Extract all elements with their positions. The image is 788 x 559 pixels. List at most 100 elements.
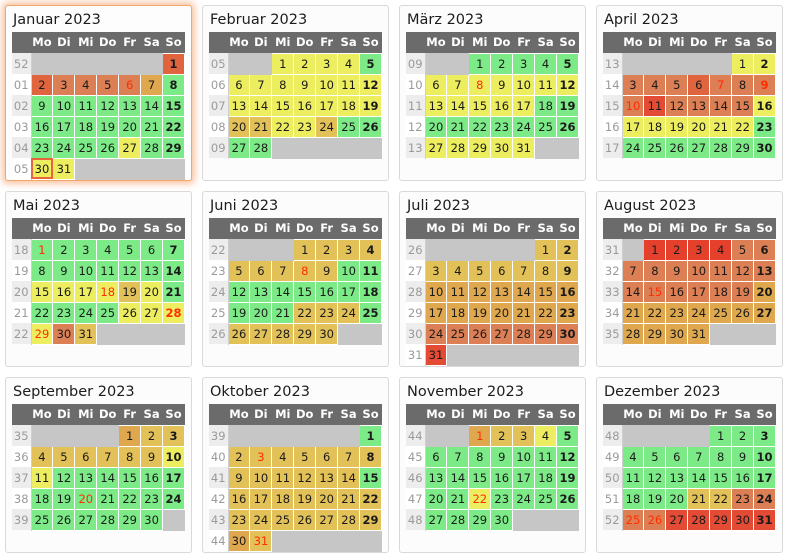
- month-panel[interactable]: Dezember 2023 Mo Di Mi Do Fr Sa So 48 1 2 3 49 4 5 6 7 8 9…: [596, 377, 783, 553]
- day-cell[interactable]: 20: [315, 487, 339, 510]
- day-cell[interactable]: 19: [665, 115, 689, 138]
- day-cell[interactable]: 11: [534, 73, 558, 96]
- day-cell[interactable]: 21: [446, 115, 470, 138]
- day-cell[interactable]: 13: [687, 94, 711, 117]
- day-cell[interactable]: 19: [96, 115, 120, 138]
- day-cell[interactable]: 18: [96, 280, 120, 303]
- day-cell[interactable]: 13: [424, 466, 448, 489]
- day-cell[interactable]: 20: [424, 115, 448, 138]
- day-cell[interactable]: 8: [731, 73, 755, 96]
- day-cell[interactable]: 13: [249, 280, 273, 303]
- day-cell[interactable]: 19: [227, 301, 251, 324]
- day-cell[interactable]: 2: [315, 238, 339, 261]
- day-cell[interactable]: 1: [271, 52, 295, 75]
- day-cell[interactable]: 23: [227, 508, 251, 531]
- day-cell[interactable]: 13: [424, 94, 448, 117]
- day-cell[interactable]: 1: [162, 52, 185, 75]
- day-cell[interactable]: 18: [446, 301, 470, 324]
- day-cell[interactable]: 26: [643, 508, 667, 531]
- month-panel[interactable]: Januar 2023 Mo Di Mi Do Fr Sa So 52 1 01 2 3 4 5 6 7 8 02 9…: [5, 5, 192, 181]
- day-cell[interactable]: 6: [424, 445, 448, 468]
- day-cell[interactable]: 16: [731, 466, 755, 489]
- day-cell[interactable]: 30: [731, 508, 755, 531]
- day-cell[interactable]: 15: [118, 466, 142, 489]
- day-cell[interactable]: 12: [556, 445, 579, 468]
- day-cell[interactable]: 2: [490, 52, 514, 75]
- day-cell[interactable]: 11: [74, 94, 98, 117]
- day-cell[interactable]: 25: [534, 487, 558, 510]
- day-cell[interactable]: 16: [490, 94, 514, 117]
- day-cell[interactable]: 19: [556, 466, 579, 489]
- day-cell[interactable]: 15: [709, 466, 733, 489]
- day-cell[interactable]: 4: [621, 445, 645, 468]
- day-cell[interactable]: 27: [687, 136, 711, 159]
- day-cell[interactable]: 8: [709, 445, 733, 468]
- day-cell[interactable]: 21: [446, 487, 470, 510]
- day-cell[interactable]: 16: [227, 487, 251, 510]
- day-cell[interactable]: 16: [665, 280, 689, 303]
- day-cell[interactable]: 13: [665, 466, 689, 489]
- day-cell[interactable]: 6: [424, 73, 448, 96]
- day-cell[interactable]: 18: [30, 487, 54, 510]
- day-cell[interactable]: 23: [52, 301, 76, 324]
- day-cell[interactable]: 29: [534, 322, 558, 345]
- day-cell[interactable]: 3: [753, 424, 776, 447]
- day-cell[interactable]: 17: [512, 466, 536, 489]
- day-cell[interactable]: 7: [271, 259, 295, 282]
- day-cell[interactable]: 25: [709, 301, 733, 324]
- day-cell[interactable]: 25: [643, 136, 667, 159]
- day-cell[interactable]: 24: [621, 136, 645, 159]
- day-cell[interactable]: 15: [731, 94, 755, 117]
- day-cell[interactable]: 14: [140, 94, 164, 117]
- day-cell[interactable]: 1: [468, 52, 492, 75]
- day-cell[interactable]: 22: [359, 487, 382, 510]
- day-cell[interactable]: 1: [643, 238, 667, 261]
- day-cell[interactable]: 3: [52, 73, 76, 96]
- day-cell[interactable]: 31: [249, 529, 273, 552]
- day-cell[interactable]: 6: [687, 73, 711, 96]
- day-cell[interactable]: 31: [753, 508, 776, 531]
- day-cell[interactable]: 23: [30, 136, 54, 159]
- day-cell[interactable]: 21: [271, 301, 295, 324]
- day-cell[interactable]: 22: [731, 115, 755, 138]
- day-cell[interactable]: 16: [140, 466, 164, 489]
- month-panel[interactable]: März 2023 Mo Di Mi Do Fr Sa So 09 1 2 3 4 5 10 6 7 8 9 10 11…: [399, 5, 586, 181]
- day-cell[interactable]: 17: [337, 280, 361, 303]
- day-cell[interactable]: 7: [337, 445, 361, 468]
- day-cell[interactable]: 6: [74, 445, 98, 468]
- day-cell[interactable]: 27: [665, 508, 689, 531]
- day-cell[interactable]: 9: [227, 466, 251, 489]
- day-cell[interactable]: 2: [30, 73, 54, 96]
- day-cell[interactable]: 21: [337, 487, 361, 510]
- day-cell[interactable]: 24: [424, 322, 448, 345]
- day-cell[interactable]: 27: [249, 322, 273, 345]
- day-cell[interactable]: 5: [665, 73, 689, 96]
- day-cell[interactable]: 9: [731, 445, 755, 468]
- day-cell[interactable]: 11: [30, 466, 54, 489]
- day-cell[interactable]: 23: [315, 301, 339, 324]
- day-cell[interactable]: 28: [271, 322, 295, 345]
- day-cell[interactable]: 20: [249, 301, 273, 324]
- day-cell[interactable]: 9: [490, 445, 514, 468]
- day-cell[interactable]: 14: [96, 466, 120, 489]
- day-cell[interactable]: 1: [30, 238, 54, 261]
- day-cell[interactable]: 28: [96, 508, 120, 531]
- day-cell[interactable]: 19: [52, 487, 76, 510]
- day-cell[interactable]: 6: [753, 238, 776, 261]
- day-cell[interactable]: 4: [534, 52, 558, 75]
- day-cell[interactable]: 24: [753, 487, 776, 510]
- day-cell[interactable]: 9: [556, 259, 579, 282]
- day-cell[interactable]: 5: [731, 238, 755, 261]
- day-cell[interactable]: 13: [227, 94, 251, 117]
- day-cell[interactable]: 9: [753, 73, 776, 96]
- day-cell[interactable]: 20: [424, 487, 448, 510]
- day-cell[interactable]: 3: [512, 52, 536, 75]
- day-cell[interactable]: 30: [490, 508, 514, 531]
- day-cell[interactable]: 13: [490, 280, 514, 303]
- day-cell[interactable]: 12: [359, 73, 382, 96]
- day-cell[interactable]: 12: [118, 259, 142, 282]
- day-cell[interactable]: 5: [556, 424, 579, 447]
- day-cell[interactable]: 14: [512, 280, 536, 303]
- day-cell[interactable]: 19: [468, 301, 492, 324]
- day-cell[interactable]: 21: [162, 280, 185, 303]
